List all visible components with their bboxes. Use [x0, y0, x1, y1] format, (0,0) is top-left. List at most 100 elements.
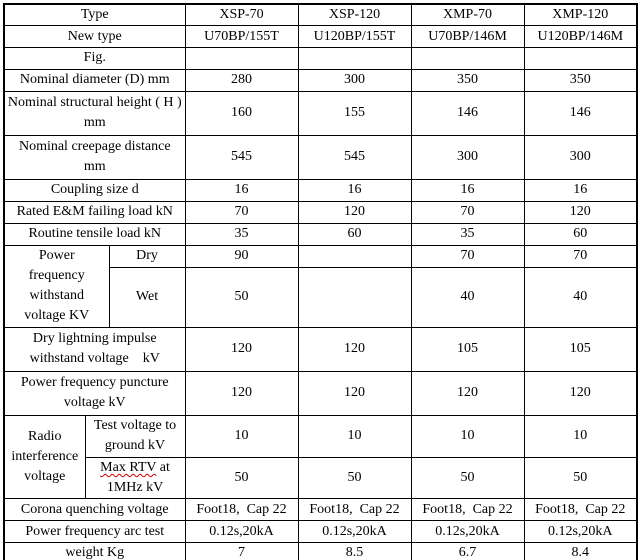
cell-wet-3: 40: [410, 267, 525, 328]
table-row-coupling: Coupling size d 16 16 16 16: [3, 178, 638, 202]
cell-height-2: 155: [297, 90, 412, 136]
cell-weight-2: 8.5: [297, 542, 412, 560]
max-rtv-label-rest: at: [156, 459, 170, 475]
row-label-puncture: Power frequency puncture voltage kV: [3, 370, 186, 416]
cell-impulse-1: 120: [184, 326, 299, 372]
cell-wet-4: 40: [523, 267, 638, 328]
cell-creepage-2: 545: [297, 134, 412, 180]
cell-corona-4: Foot18, Cap 22: [523, 498, 638, 522]
spec-table: Type XSP-70 XSP-120 XMP-70 XMP-120 New t…: [3, 3, 639, 560]
cell-height-4: 146: [523, 90, 638, 136]
cell-creepage-3: 300: [410, 134, 525, 180]
cell-arc-4: 0.12s,20kA: [523, 520, 638, 544]
sub-label-dry: Dry: [108, 244, 186, 269]
spellcheck-underlined-text: Max RTV: [100, 459, 157, 475]
sub-label-max-rtv: Max RTV at 1MHz kV: [84, 456, 186, 500]
cell-corona-3: Foot18, Cap 22: [410, 498, 525, 522]
table-row-new-type: New type U70BP/155T U120BP/155T U70BP/14…: [3, 25, 638, 49]
row-label-creepage: Nominal creepage distance mm: [3, 134, 186, 180]
cell-new-type-2: U120BP/155T: [297, 25, 412, 49]
cell-rated-1: 70: [184, 200, 299, 224]
cell-type-xsp120: XSP-120: [297, 3, 412, 27]
cell-diameter-1: 280: [184, 68, 299, 92]
cell-riv1-1: 10: [184, 414, 299, 458]
table-row-diameter: Nominal diameter (D) mm 280 300 350 350: [3, 68, 638, 92]
cell-coupling-1: 16: [184, 178, 299, 202]
row-label-radio-interference: Radio interference voltage: [3, 414, 86, 500]
table-row-riv-maxrtv: Max RTV at 1MHz kV 50 50 50 50: [4, 456, 638, 500]
cell-fig-4: [523, 47, 638, 70]
cell-new-type-1: U70BP/155T: [184, 25, 299, 49]
cell-riv2-3: 50: [410, 456, 525, 500]
cell-routine-4: 60: [523, 222, 638, 246]
cell-fig-1: [184, 47, 299, 70]
row-label-impulse: Dry lightning impulse withstand voltage …: [3, 326, 186, 372]
table-row-pf-dry: Power frequency withstand voltage KV Dry…: [3, 244, 638, 328]
row-label-corona: Corona quenching voltage: [3, 498, 186, 522]
cell-impulse-2: 120: [297, 326, 412, 372]
table-row-rated-load: Rated E&M failing load kN 70 120 70 120: [3, 200, 638, 224]
cell-routine-3: 35: [410, 222, 525, 246]
cell-riv1-3: 10: [410, 414, 525, 458]
cell-puncture-3: 120: [410, 370, 525, 416]
cell-dry-2: [297, 244, 412, 269]
row-label-pf-withstand: Power frequency withstand voltage KV: [3, 244, 110, 328]
cell-diameter-4: 350: [523, 68, 638, 92]
cell-height-3: 146: [410, 90, 525, 136]
cell-wet-2: [297, 267, 412, 328]
sub-label-test-voltage: Test voltage to ground kV: [84, 414, 186, 458]
cell-arc-1: 0.12s,20kA: [184, 520, 299, 544]
cell-height-1: 160: [184, 90, 299, 136]
cell-puncture-1: 120: [184, 370, 299, 416]
table-row-corona: Corona quenching voltage Foot18, Cap 22 …: [3, 498, 638, 522]
cell-routine-2: 60: [297, 222, 412, 246]
table-row-arc-test: Power frequency arc test 0.12s,20kA 0.12…: [3, 520, 638, 544]
cell-corona-2: Foot18, Cap 22: [297, 498, 412, 522]
cell-puncture-4: 120: [523, 370, 638, 416]
cell-dry-3: 70: [410, 244, 525, 269]
cell-dry-1: 90: [184, 244, 299, 269]
cell-type-xmp120: XMP-120: [523, 3, 638, 27]
cell-arc-3: 0.12s,20kA: [410, 520, 525, 544]
cell-impulse-4: 105: [523, 326, 638, 372]
cell-type-xmp70: XMP-70: [410, 3, 525, 27]
table-row-weight: weight Kg 7 8.5 6.7 8.4: [3, 542, 638, 560]
cell-riv1-4: 10: [523, 414, 638, 458]
cell-rated-3: 70: [410, 200, 525, 224]
table-row-fig: Fig.: [3, 47, 638, 70]
cell-puncture-2: 120: [297, 370, 412, 416]
row-label-new-type: New type: [3, 25, 186, 49]
cell-diameter-3: 350: [410, 68, 525, 92]
cell-fig-3: [410, 47, 525, 70]
cell-weight-4: 8.4: [523, 542, 638, 560]
cell-riv2-4: 50: [523, 456, 638, 500]
row-label-routine-load: Routine tensile load kN: [3, 222, 186, 246]
cell-riv2-2: 50: [297, 456, 412, 500]
cell-new-type-4: U120BP/146M: [523, 25, 638, 49]
max-rtv-label-line2: 1MHz kV: [106, 480, 164, 496]
cell-creepage-4: 300: [523, 134, 638, 180]
table-row-type: Type XSP-70 XSP-120 XMP-70 XMP-120: [3, 3, 638, 27]
cell-coupling-3: 16: [410, 178, 525, 202]
row-label-diameter: Nominal diameter (D) mm: [3, 68, 186, 92]
cell-corona-1: Foot18, Cap 22: [184, 498, 299, 522]
cell-weight-1: 7: [184, 542, 299, 560]
row-label-arc-test: Power frequency arc test: [3, 520, 186, 544]
row-label-weight: weight Kg: [3, 542, 186, 560]
cell-creepage-1: 545: [184, 134, 299, 180]
cell-type-xsp70: XSP-70: [184, 3, 299, 27]
table-row-creepage: Nominal creepage distance mm 545 545 300…: [3, 134, 638, 180]
row-label-structural-height: Nominal structural height ( H ) mm: [3, 90, 186, 136]
table-row-impulse: Dry lightning impulse withstand voltage …: [3, 326, 638, 372]
cell-impulse-3: 105: [410, 326, 525, 372]
cell-dry-4: 70: [523, 244, 638, 269]
cell-riv2-1: 50: [184, 456, 299, 500]
row-label-coupling: Coupling size d: [3, 178, 186, 202]
table-row-routine-load: Routine tensile load kN 35 60 35 60: [3, 222, 638, 246]
row-label-fig: Fig.: [3, 47, 186, 70]
cell-diameter-2: 300: [297, 68, 412, 92]
sub-label-wet: Wet: [108, 267, 186, 328]
cell-coupling-2: 16: [297, 178, 412, 202]
cell-fig-2: [297, 47, 412, 70]
table-row-riv-ground: Radio interference voltage Test voltage …: [3, 414, 638, 500]
